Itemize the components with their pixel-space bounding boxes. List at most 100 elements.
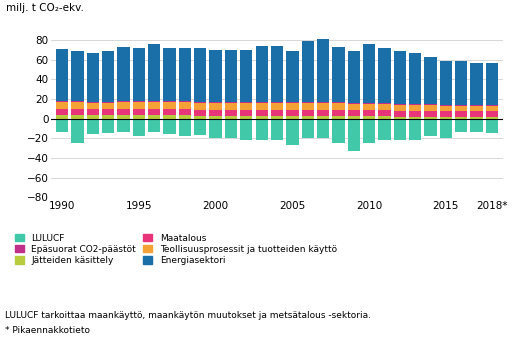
Bar [133, 101, 145, 102]
Bar [240, 103, 252, 110]
Bar [225, 116, 237, 119]
Bar [164, 48, 175, 101]
Bar [209, 116, 222, 119]
Bar [133, 109, 145, 115]
Bar [393, 119, 406, 140]
Bar [348, 116, 360, 119]
Bar [102, 115, 114, 119]
Bar [56, 102, 68, 109]
Bar [379, 103, 390, 104]
Bar [470, 111, 483, 117]
Bar [379, 48, 390, 103]
Bar [455, 105, 467, 106]
Bar [148, 109, 161, 115]
Bar [317, 102, 329, 103]
Bar [179, 101, 191, 102]
Bar [133, 102, 145, 109]
Bar [271, 46, 283, 102]
Bar [302, 110, 314, 116]
Bar [363, 104, 376, 110]
Bar [379, 116, 390, 119]
Bar [393, 104, 406, 105]
Bar [194, 119, 206, 135]
Bar [225, 110, 237, 116]
Bar [225, 119, 237, 138]
Bar [87, 109, 99, 115]
Bar [302, 119, 314, 138]
Bar [470, 63, 483, 105]
Bar [332, 110, 345, 116]
Bar [148, 101, 161, 102]
Bar [271, 102, 283, 103]
Bar [209, 103, 222, 110]
Bar [56, 109, 68, 115]
Bar [348, 103, 360, 104]
Bar [424, 119, 437, 136]
Bar [56, 119, 68, 132]
Bar [179, 109, 191, 115]
Bar [363, 110, 376, 116]
Bar [424, 111, 437, 117]
Bar [117, 119, 130, 132]
Bar [393, 105, 406, 111]
Bar [317, 110, 329, 116]
Bar [332, 103, 345, 110]
Text: LULUCF tarkoittaa maankäyttö, maankäytön muutokset ja metsätalous -sektoria.: LULUCF tarkoittaa maankäyttö, maankäytön… [5, 311, 371, 320]
Bar [332, 102, 345, 103]
Bar [348, 104, 360, 110]
Bar [470, 119, 483, 132]
Bar [148, 44, 161, 101]
Text: * Pikaennakkotieto: * Pikaennakkotieto [5, 326, 90, 335]
Bar [225, 50, 237, 102]
Bar [363, 119, 376, 143]
Bar [179, 115, 191, 119]
Bar [102, 102, 114, 103]
Bar [209, 119, 222, 138]
Bar [317, 103, 329, 110]
Bar [486, 111, 498, 117]
Bar [240, 119, 252, 140]
Bar [102, 119, 114, 133]
Bar [409, 105, 421, 111]
Bar [271, 103, 283, 110]
Bar [164, 119, 175, 134]
Bar [393, 51, 406, 104]
Bar [409, 53, 421, 104]
Bar [164, 115, 175, 119]
Bar [194, 102, 206, 103]
Bar [102, 103, 114, 109]
Bar [255, 46, 268, 102]
Bar [71, 109, 84, 115]
Bar [209, 50, 222, 102]
Bar [286, 102, 299, 103]
Bar [302, 116, 314, 119]
Bar [440, 117, 452, 119]
Bar [332, 116, 345, 119]
Bar [87, 103, 99, 109]
Bar [379, 119, 390, 140]
Bar [209, 102, 222, 103]
Bar [302, 41, 314, 102]
Bar [255, 119, 268, 140]
Bar [271, 116, 283, 119]
Bar [102, 51, 114, 102]
Bar [440, 111, 452, 117]
Bar [87, 53, 99, 102]
Bar [164, 109, 175, 115]
Bar [455, 106, 467, 111]
Bar [71, 51, 84, 101]
Bar [379, 104, 390, 110]
Bar [148, 115, 161, 119]
Bar [56, 115, 68, 119]
Bar [409, 104, 421, 105]
Bar [332, 47, 345, 102]
Bar [393, 111, 406, 117]
Bar [133, 119, 145, 136]
Bar [379, 110, 390, 116]
Bar [317, 119, 329, 138]
Bar [440, 119, 452, 138]
Bar [255, 116, 268, 119]
Bar [424, 117, 437, 119]
Bar [117, 115, 130, 119]
Bar [486, 63, 498, 105]
